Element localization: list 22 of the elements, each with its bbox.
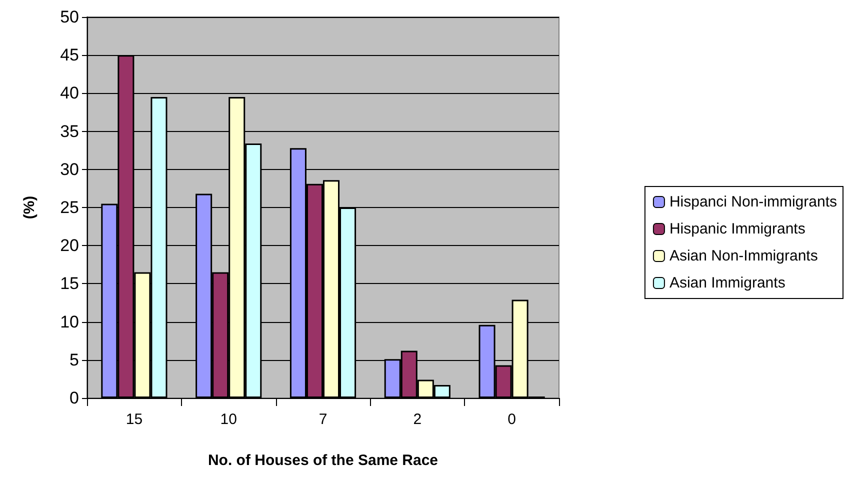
y-tick-label: 35 — [60, 122, 79, 141]
y-tick-label: 20 — [60, 236, 79, 256]
y-tick-label: 10 — [60, 312, 79, 332]
legend-label: Hispanic Immigrants — [669, 220, 806, 238]
y-tick-label: 15 — [60, 274, 79, 294]
y-tick-label: 50 — [60, 8, 79, 26]
y-tick-label: 25 — [60, 198, 79, 217]
legend-label: Asian Non-Immigrants — [669, 248, 818, 264]
y-tick-label: 40 — [60, 84, 79, 103]
x-tick-label: 2 — [413, 411, 422, 428]
x-tick-label: 15 — [126, 411, 143, 428]
x-axis-title: No. of Houses of the Same Race — [208, 452, 438, 469]
y-tick-label: 45 — [60, 46, 79, 65]
y-axis-title: (%) — [21, 196, 38, 220]
legend-label: Hispanci Non-immigrants — [669, 194, 838, 210]
y-tick-label: 30 — [60, 160, 79, 179]
legend-label: Asian Immigrants — [669, 274, 786, 292]
x-tick-label: 7 — [318, 411, 328, 428]
y-tick-label: 0 — [70, 388, 79, 408]
x-tick-label: 10 — [220, 411, 237, 428]
x-tick-label: 0 — [508, 411, 516, 428]
y-tick-label: 5 — [70, 350, 79, 370]
